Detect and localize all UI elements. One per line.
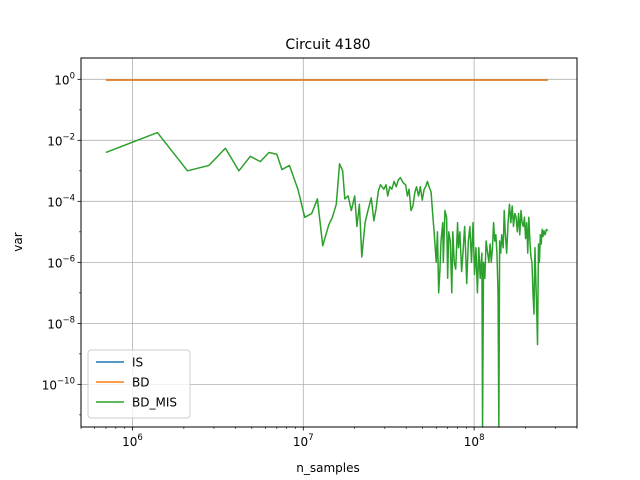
series-layer [105, 79, 549, 428]
y-tick-label-0: 100 [54, 71, 75, 87]
y-axis-label: var [11, 232, 25, 251]
y-tick-label-2: 10−4 [47, 193, 75, 209]
ticks: 106 107 108 100 10−2 10−4 10−6 10−8 10−10 [42, 71, 578, 449]
y-tick-label-5: 10−10 [42, 376, 75, 392]
legend-label-is: IS [132, 356, 143, 370]
y-tick-label-4: 10−8 [47, 315, 75, 331]
plot-frame [80, 57, 578, 428]
x-tick-label-2: 108 [464, 433, 485, 449]
x-tick-label-0: 106 [122, 433, 143, 449]
legend-label-bd-mis: BD_MIS [132, 396, 177, 410]
legend-box [87, 349, 191, 419]
x-axis-label: n_samples [296, 461, 360, 475]
series-line-bd-mis [105, 131, 549, 428]
x-tick-label-1: 107 [293, 433, 314, 449]
y-tick-label-3: 10−6 [47, 254, 75, 270]
legend: IS BD BD_MIS [87, 349, 191, 419]
y-tick-label-1: 10−2 [47, 132, 75, 148]
legend-label-bd: BD [132, 376, 149, 390]
chart-title: Circuit 4180 [285, 37, 370, 53]
